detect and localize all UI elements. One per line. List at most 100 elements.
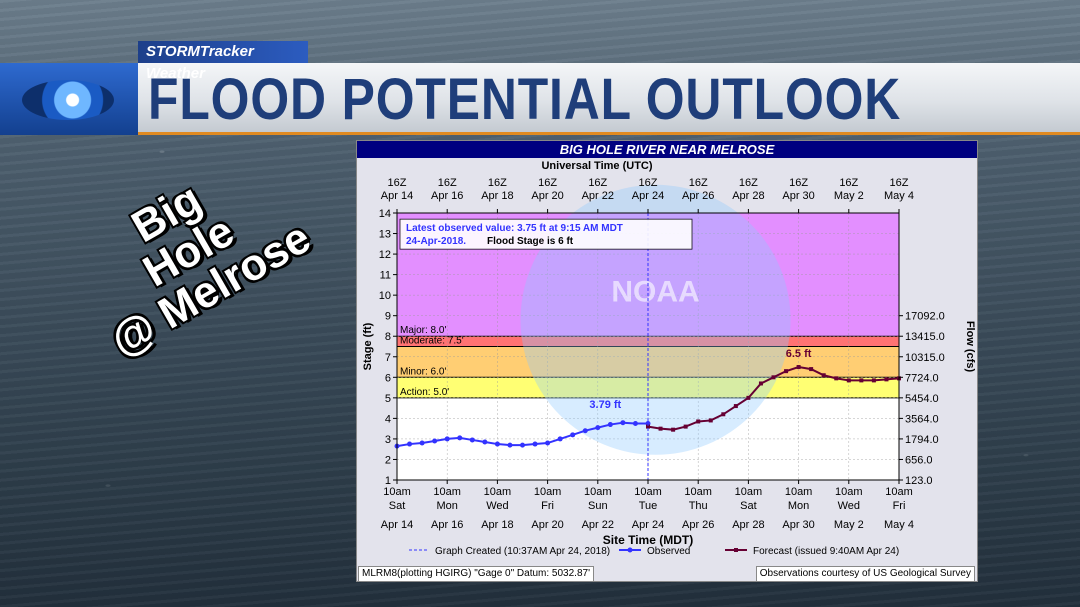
utc-tick-time: 16Z — [588, 177, 607, 189]
forecast-point — [708, 418, 713, 423]
x-tick-day: Tue — [639, 500, 658, 512]
utc-tick-time: 16Z — [890, 177, 909, 189]
y-tick-label: 8 — [385, 331, 391, 343]
x-tick-date: Apr 22 — [582, 519, 614, 531]
x-tick-date: Apr 18 — [481, 519, 513, 531]
chart-title: BIG HOLE RIVER NEAR MELROSE — [357, 141, 977, 158]
latest-observed-date: 24-Apr-2018. — [406, 236, 466, 247]
x-tick-day: Sat — [740, 500, 757, 512]
y-tick-label: 2 — [385, 454, 391, 466]
page-title: FLOOD POTENTIAL OUTLOOK — [148, 67, 902, 132]
observed-point — [457, 435, 463, 441]
y-tick-label: 12 — [379, 249, 391, 261]
observed-point — [532, 441, 538, 447]
x-tick-time: 10am — [584, 486, 612, 498]
x-tick-time: 10am — [484, 486, 512, 498]
utc-tick-date: Apr 30 — [782, 190, 814, 202]
x-tick-time: 10am — [835, 486, 863, 498]
observed-point — [570, 432, 576, 438]
flow-tick-label: 7724.0 — [905, 372, 939, 384]
utc-tick-date: May 4 — [884, 190, 914, 202]
forecast-value-label: 6.5 ft — [786, 348, 812, 360]
y-tick-label: 7 — [385, 352, 391, 364]
observed-point — [407, 441, 413, 447]
observed-point — [557, 436, 563, 442]
band-label: Minor: 6.0' — [400, 366, 446, 377]
x-tick-time: 10am — [383, 486, 411, 498]
observed-point — [607, 422, 613, 428]
observed-point — [620, 420, 626, 426]
x-tick-day: Fri — [893, 500, 906, 512]
y-tick-label: 13 — [379, 229, 391, 241]
forecast-point — [871, 378, 876, 383]
observed-point — [494, 441, 500, 447]
x-tick-day: Fri — [541, 500, 554, 512]
x-tick-time: 10am — [735, 486, 763, 498]
forecast-point — [721, 412, 726, 417]
forecast-point — [796, 365, 801, 370]
x-tick-date: Apr 24 — [632, 519, 664, 531]
x-tick-day: Sat — [389, 500, 406, 512]
forecast-point — [809, 367, 814, 372]
hydrograph-panel: BIG HOLE RIVER NEAR MELROSE Universal Ti… — [356, 140, 978, 582]
info-box — [399, 218, 693, 250]
x-tick-date: Apr 26 — [682, 519, 714, 531]
observed-point — [582, 428, 588, 434]
utc-tick-time: 16Z — [438, 177, 457, 189]
forecast-point — [658, 426, 663, 431]
x-tick-time: 10am — [684, 486, 712, 498]
utc-tick-time: 16Z — [839, 177, 858, 189]
band-label: Action: 5.0' — [400, 387, 449, 398]
forecast-point — [846, 378, 851, 383]
utc-tick-time: 16Z — [739, 177, 758, 189]
utc-tick-time: 16Z — [639, 177, 658, 189]
utc-tick-date: May 2 — [834, 190, 864, 202]
brand-label: STORMTracker Weather — [138, 41, 308, 82]
y-tick-label: 5 — [385, 393, 391, 405]
forecast-point — [834, 376, 839, 381]
x-tick-day: Thu — [689, 500, 708, 512]
flood-stage-text: Flood Stage is 6 ft — [487, 236, 574, 247]
forecast-point — [683, 424, 688, 429]
noaa-watermark-icon — [520, 184, 791, 455]
utc-tick-time: 16Z — [388, 177, 407, 189]
flow-tick-label: 3564.0 — [905, 413, 939, 425]
utc-tick-date: Apr 26 — [682, 190, 714, 202]
flow-tick-label: 13415.0 — [905, 331, 945, 343]
utc-tick-date: Apr 18 — [481, 190, 513, 202]
utc-tick-date: Apr 24 — [632, 190, 664, 202]
x-tick-time: 10am — [785, 486, 813, 498]
legend-created-label: Graph Created (10:37AM Apr 24, 2018) — [435, 546, 610, 557]
observed-point — [432, 438, 438, 444]
flow-tick-label: 5454.0 — [905, 393, 939, 405]
x-tick-time: 10am — [634, 486, 662, 498]
x-tick-date: Apr 16 — [431, 519, 463, 531]
y-tick-label: 1 — [385, 475, 391, 487]
forecast-point — [696, 419, 701, 424]
forecast-point — [733, 404, 738, 409]
utc-tick-time: 16Z — [789, 177, 808, 189]
legend-observed-marker — [627, 547, 633, 553]
forecast-point — [884, 377, 889, 382]
legend-observed-label: Observed — [647, 546, 690, 557]
hydrograph-chart: Universal Time (UTC) NOAA 12345678910111… — [362, 160, 976, 557]
x-tick-time: 10am — [433, 486, 461, 498]
title-bar — [0, 63, 1080, 135]
flow-tick-label: 10315.0 — [905, 352, 945, 364]
x-tick-date: May 2 — [834, 519, 864, 531]
x-tick-time: 10am — [534, 486, 562, 498]
observed-point — [595, 425, 601, 431]
band-label: Major: 8.0' — [400, 325, 446, 336]
x-axis-title: Site Time (MDT) — [603, 533, 693, 547]
stage-band — [397, 377, 899, 398]
forecast-point — [746, 395, 751, 400]
y-tick-label: 3 — [385, 434, 391, 446]
utc-tick-time: 16Z — [488, 177, 507, 189]
utc-tick-time: 16Z — [689, 177, 708, 189]
flow-tick-label: 656.0 — [905, 454, 933, 466]
flow-tick-label: 1794.0 — [905, 434, 939, 446]
x-tick-day: Wed — [838, 500, 860, 512]
x-tick-day: Mon — [436, 500, 457, 512]
gage-datum-note: MLRM8(plotting HGIRG) "Gage 0" Datum: 50… — [358, 566, 594, 582]
eye-logo-icon — [22, 80, 114, 120]
